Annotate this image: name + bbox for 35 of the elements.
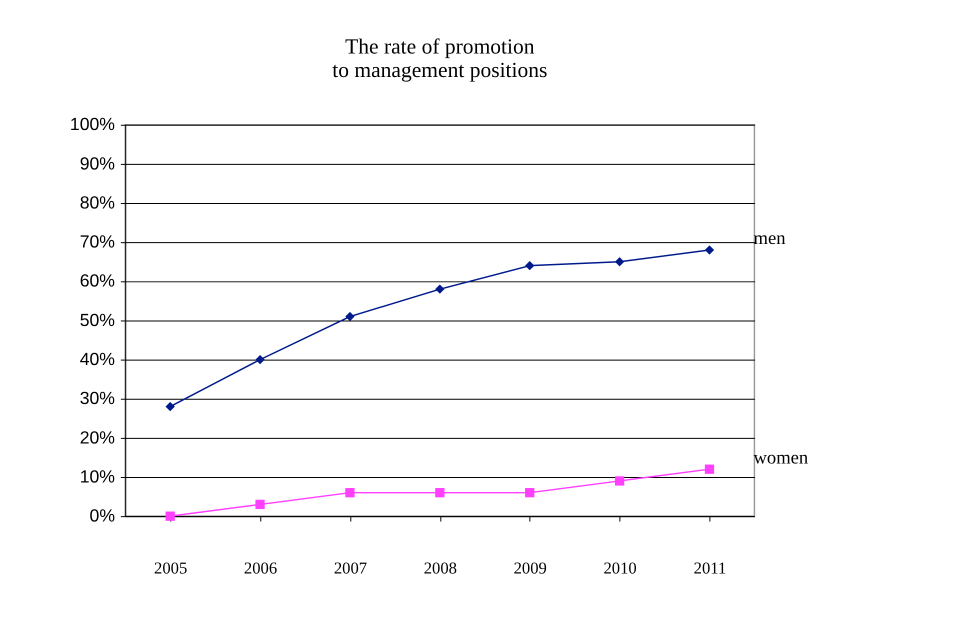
point: [614, 476, 624, 486]
point: [255, 500, 265, 510]
y-tick-label: 0%: [90, 506, 116, 526]
y-tick-label: 60%: [80, 270, 116, 291]
x-tick-label: 2009: [514, 558, 547, 578]
y-tick-label: 90%: [80, 153, 116, 174]
y-tick-label: 20%: [80, 427, 116, 448]
y-tick-label: 10%: [80, 466, 116, 486]
point: [166, 512, 175, 521]
point: [255, 354, 265, 364]
x-tick-label: 2007: [334, 558, 368, 578]
y-tick-label: 70%: [80, 232, 116, 252]
text: women: [754, 447, 809, 468]
y-tick-label: 80%: [80, 192, 116, 212]
x-tick-label: 2008: [424, 558, 457, 578]
point: [704, 245, 714, 255]
point: [525, 488, 534, 498]
y-tick-label: 50%: [80, 310, 116, 330]
x-tick-label: 2010: [603, 558, 637, 578]
point: [345, 312, 355, 322]
text: men: [754, 228, 786, 250]
point: [704, 464, 714, 474]
y-tick-label: 100%: [70, 114, 116, 134]
y-tick-label: 40%: [80, 348, 116, 369]
x-tick-label: 2011: [694, 558, 726, 578]
x-tick-label: 2006: [244, 558, 278, 578]
y-tick-label: 30%: [80, 388, 116, 408]
point: [614, 257, 624, 266]
point: [435, 284, 444, 294]
chart-title: The rate of promotion to management positions: [332, 34, 548, 82]
point: [166, 402, 175, 412]
point: [525, 261, 534, 270]
x-tick-label: 2005: [154, 558, 188, 578]
point: [345, 488, 355, 498]
point: [435, 488, 444, 498]
